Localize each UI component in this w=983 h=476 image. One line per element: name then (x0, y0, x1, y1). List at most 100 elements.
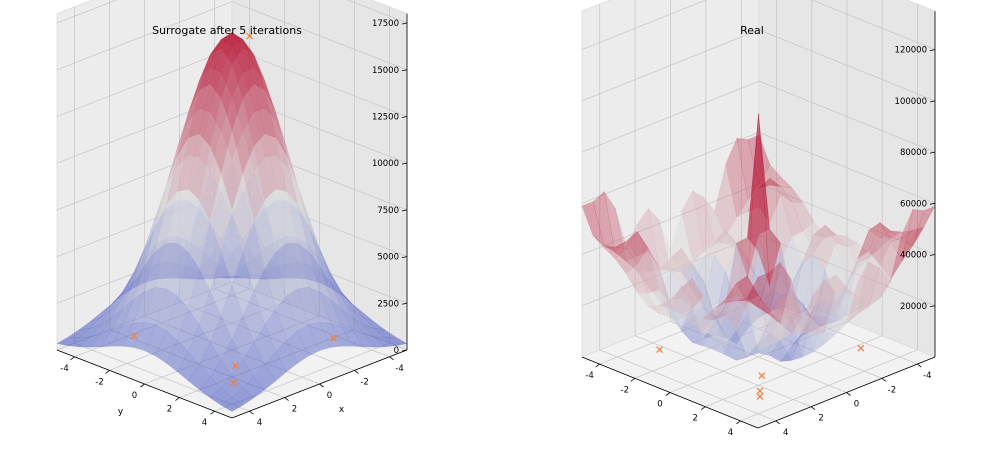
z-tick-label: 40000 (900, 251, 927, 261)
surface-facet (780, 315, 803, 361)
surface-facet (670, 211, 693, 273)
surface-facet (857, 250, 881, 310)
surface-facet (725, 237, 748, 306)
surface-facet (779, 278, 803, 334)
surface-facet (747, 288, 770, 318)
z-tick (929, 254, 936, 256)
surface-facet (714, 163, 738, 237)
z-tick (929, 100, 936, 103)
surface-facet (758, 177, 782, 189)
surface-facet (725, 294, 748, 331)
surface-facet (747, 234, 770, 330)
surface-facet (724, 275, 748, 300)
surface-facet (626, 223, 649, 272)
surface-facet (603, 191, 627, 262)
surface-facet (746, 272, 770, 308)
surface-facet (714, 235, 737, 252)
surface-facet (636, 270, 660, 288)
surface-facet (647, 299, 671, 314)
surface-facet (768, 292, 792, 322)
surface-facet (757, 313, 781, 352)
surface-facet (769, 243, 792, 363)
surface-facet (846, 293, 870, 315)
surface-facet (890, 209, 914, 280)
surface-facet (758, 228, 781, 288)
surface-facet (769, 228, 792, 296)
surface-facet (714, 316, 737, 356)
surface-facet (735, 275, 759, 304)
surface-facet (713, 316, 737, 347)
surface-facet (813, 320, 836, 345)
surface-facet (790, 294, 814, 334)
sample-marker-stroke (246, 32, 253, 40)
grid-line (581, 234, 936, 307)
surface-facet (714, 230, 738, 244)
surface-facet (901, 208, 925, 262)
x-tick (354, 370, 359, 374)
y-tick (105, 370, 110, 374)
surface-facet (725, 137, 749, 218)
surface-facet (713, 292, 737, 310)
surface-facet (824, 311, 847, 345)
surface-facet (769, 299, 792, 342)
sample-marker (756, 393, 764, 400)
surface-facet (735, 275, 759, 301)
y-tick-label: 2 (167, 405, 172, 415)
grid-line (581, 0, 936, 50)
z-tick (401, 302, 408, 305)
surface-facet (769, 258, 793, 308)
surface-facet (857, 261, 880, 315)
y-tick-label: 0 (657, 400, 662, 410)
surface-facet (647, 289, 671, 319)
surface-facet (802, 234, 826, 265)
surface-facet (747, 183, 770, 200)
surface-facet (659, 267, 682, 331)
grid-line (581, 29, 936, 102)
surface-facet (802, 308, 825, 353)
surface-facet (725, 243, 748, 345)
sample-marker (246, 32, 253, 40)
surface-facet (736, 343, 759, 361)
surface-facet (780, 194, 804, 237)
surface-facet (603, 241, 627, 253)
surface-facet (659, 220, 682, 273)
sample-marker (656, 346, 664, 354)
surface-facet (714, 243, 737, 338)
surface-facet (835, 258, 858, 323)
surface-facet (846, 287, 870, 310)
surface-facet (692, 240, 715, 262)
surface-facet (813, 224, 837, 271)
surface-facet (648, 251, 671, 316)
surface-facet (791, 311, 814, 334)
surface-facet (680, 277, 704, 309)
surface-facet (758, 289, 782, 313)
surface-facet (702, 316, 726, 336)
surface-facet (735, 297, 759, 308)
z-tick-label: 60000 (900, 199, 927, 209)
surface-facet (813, 316, 837, 331)
surface-facet (747, 258, 771, 296)
surface-facet (736, 234, 759, 344)
surface-facet (746, 275, 770, 310)
surface-facet (725, 211, 749, 252)
z-tick (401, 349, 408, 352)
surface-facet (658, 258, 682, 271)
surface-facet (780, 331, 803, 362)
surface-facet (725, 246, 748, 306)
surface-facet (692, 255, 715, 308)
surface-facet (780, 323, 803, 341)
surface-facet (659, 269, 682, 316)
surface-facet (780, 290, 804, 315)
surface-facet (736, 312, 759, 357)
surface-facet (681, 264, 704, 308)
surface-facet (780, 277, 803, 304)
surface-facet (757, 261, 781, 315)
grid-line (581, 183, 936, 255)
surface-facet (879, 222, 903, 242)
surface-facet (670, 247, 693, 286)
x-tick-label: 4 (257, 418, 262, 428)
surface-facet (758, 286, 781, 318)
surface-facet (713, 294, 737, 323)
surface-facet (614, 240, 638, 262)
surface-facet (835, 274, 858, 298)
